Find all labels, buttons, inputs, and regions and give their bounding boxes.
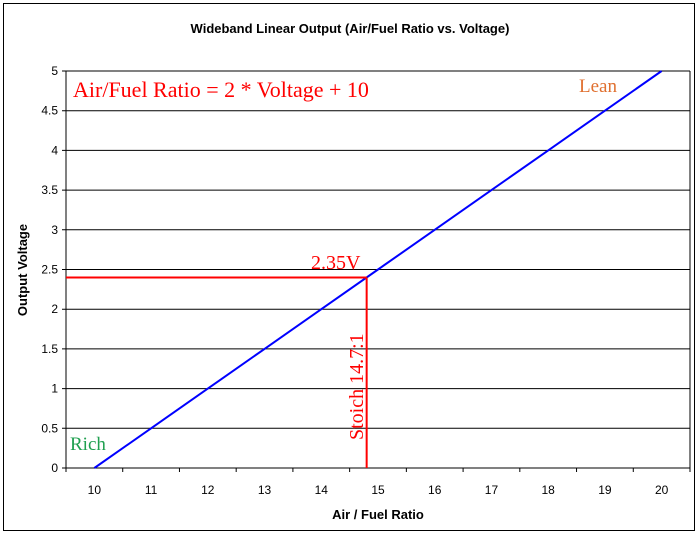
y-tick-label: 3	[51, 223, 58, 237]
x-tick-label: 16	[428, 483, 442, 497]
x-tick-label: 14	[315, 483, 329, 497]
x-tick-label: 20	[655, 483, 669, 497]
series-line	[93, 70, 663, 469]
chart-frame	[3, 3, 695, 531]
rich-label: Rich	[70, 434, 106, 455]
y-tick-label: 2	[51, 302, 58, 316]
x-axis-label: Air / Fuel Ratio	[332, 507, 424, 522]
y-tick-label: 2.5	[41, 263, 58, 277]
y-tick-label: 4	[51, 143, 58, 157]
y-tick-label: 5	[51, 64, 58, 78]
lean-label: Lean	[579, 76, 617, 97]
chart-title: Wideband Linear Output (Air/Fuel Ratio v…	[191, 21, 510, 36]
x-tick-label: 19	[598, 483, 612, 497]
x-tick-label: 15	[371, 483, 385, 497]
y-tick-label: 1.5	[41, 342, 58, 356]
y-tick-label: 0	[51, 461, 58, 475]
x-tick-label: 10	[88, 483, 102, 497]
stoich-label: Stoich 14.7:1	[346, 333, 368, 440]
x-tick-label: 18	[542, 483, 556, 497]
y-tick-label: 0.5	[41, 421, 58, 435]
y-tick-label: 1	[51, 382, 58, 396]
x-tick-label: 17	[485, 483, 499, 497]
equation-annotation: Air/Fuel Ratio = 2 * Voltage + 10	[73, 77, 369, 102]
y-axis-label: Output Voltage	[15, 224, 30, 316]
voltage-label: 2.35V	[311, 252, 361, 274]
y-tick-label: 4.5	[41, 104, 58, 118]
x-tick-label: 13	[258, 483, 272, 497]
x-tick-label: 12	[201, 483, 215, 497]
y-tick-label: 3.5	[41, 183, 58, 197]
x-tick-label: 11	[145, 483, 158, 497]
